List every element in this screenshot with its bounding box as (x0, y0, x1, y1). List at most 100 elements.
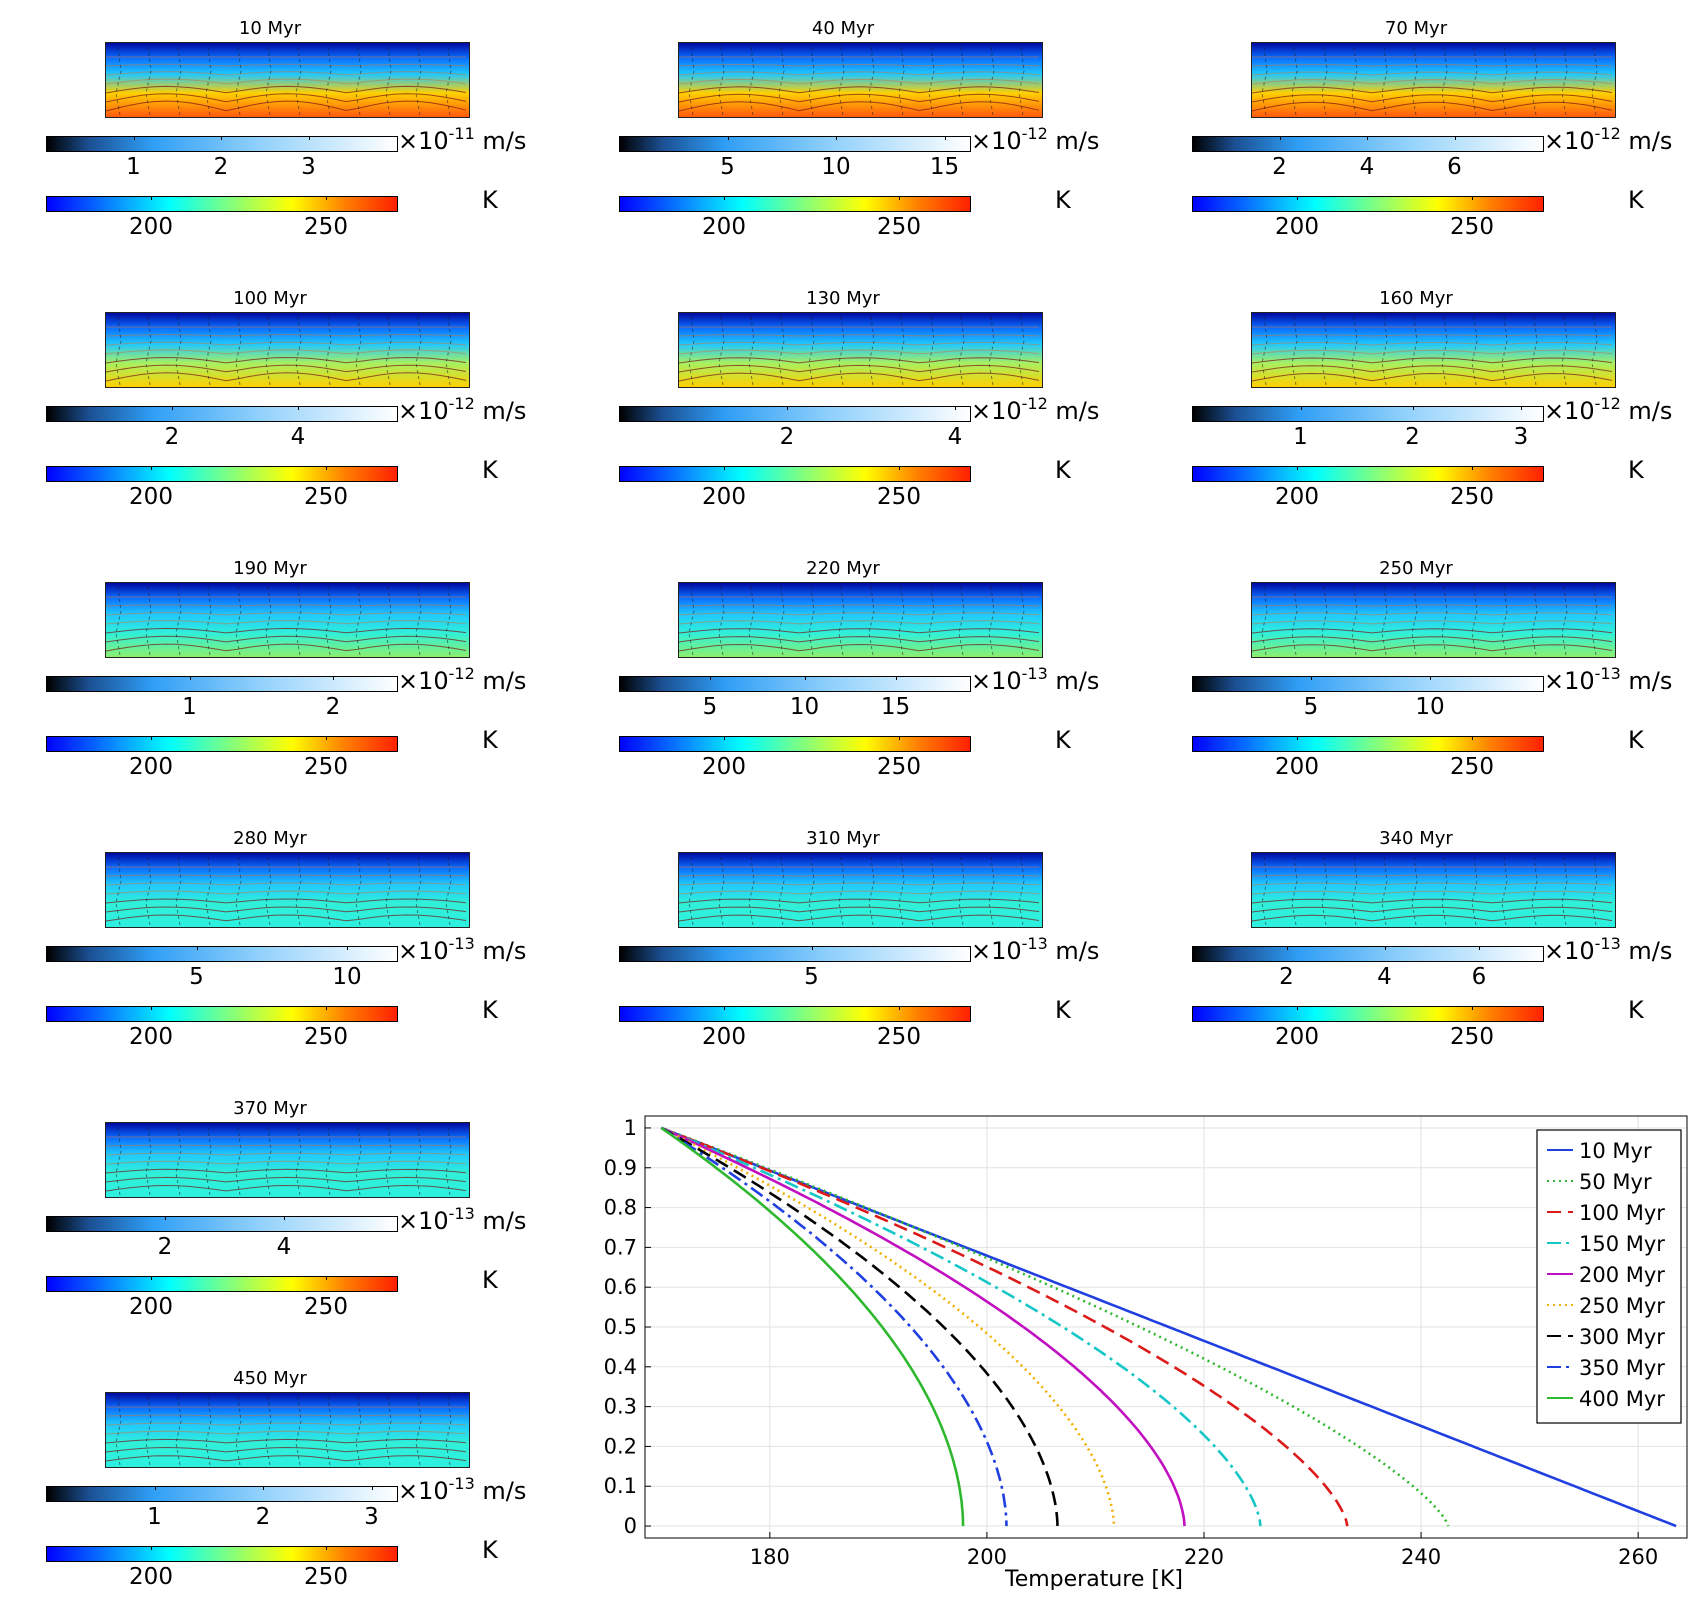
velocity-exponent: -13 (448, 934, 475, 953)
velocity-tick-label: 2 (1405, 424, 1420, 450)
temperature-tick-mark (151, 1546, 152, 1550)
temperature-field-map (105, 312, 470, 388)
series-line-300-myr (660, 1126, 1059, 1527)
velocity-arrow-line (295, 586, 302, 656)
panel-title: 310 Myr (806, 828, 880, 849)
y-tick-label: 0.7 (604, 1235, 637, 1259)
temperature-field-map (1251, 312, 1616, 388)
velocity-unit: ×10-12 m/s (971, 394, 1100, 425)
velocity-tick-mark (1279, 136, 1281, 140)
velocity-arrow-line (1411, 856, 1418, 926)
velocity-colorbar (46, 676, 398, 692)
temperature-tick-mark (326, 196, 327, 200)
y-tick-label: 0.9 (604, 1156, 637, 1180)
velocity-arrow-line (385, 1126, 392, 1196)
contour-line (106, 612, 467, 616)
velocity-arrow-line (115, 586, 122, 656)
velocity-arrow-line (415, 1126, 422, 1196)
temperature-tick-label: 200 (129, 754, 173, 780)
velocity-arrow-line (808, 316, 815, 386)
panel-12: 370 Myr 2 4 ×10-13 m/s 200 250 K (0, 1080, 560, 1340)
velocity-tick-label: 5 (1303, 694, 1319, 720)
velocity-arrow-line (1291, 316, 1298, 386)
contour-line (679, 78, 1040, 85)
velocity-tick-mark (1300, 406, 1302, 410)
velocity-arrow-line (325, 46, 332, 116)
velocity-unit: ×10-12 m/s (1544, 394, 1673, 425)
temperature-tick-label: 200 (129, 1024, 173, 1050)
temperature-unit: K (482, 1266, 498, 1294)
temperature-tick-label: 200 (1275, 754, 1319, 780)
velocity-arrow-line (958, 316, 965, 386)
temperature-tick-mark (326, 1546, 327, 1550)
contour-line (106, 1176, 467, 1183)
velocity-tick-label: 3 (1513, 424, 1529, 450)
velocity-tick-label: 4 (276, 1234, 292, 1260)
temperature-tick-mark (326, 1006, 327, 1010)
legend-label: 200 Myr (1579, 1263, 1665, 1287)
velocity-arrow-line (235, 856, 242, 926)
panel-0: 10 Myr 1 2 3 ×10-11 m/s 200 250 K (0, 0, 560, 260)
velocity-colorbar (46, 406, 398, 422)
panel-8: 250 Myr 5 10 ×10-13 m/s 200 250 K (1146, 540, 1706, 800)
velocity-exponent: -12 (448, 394, 475, 413)
panel-title: 340 Myr (1379, 828, 1453, 849)
velocity-arrow-line (1351, 316, 1358, 386)
panel-4: 130 Myr 2 4 ×10-12 m/s 200 250 K (573, 270, 1133, 530)
series-line-350-myr (660, 1126, 1008, 1527)
temperature-unit: K (1055, 456, 1071, 484)
velocity-arrow-line (1561, 586, 1568, 656)
contour-line (106, 643, 467, 652)
velocity-tick-mark (347, 946, 348, 950)
contour-line (1252, 890, 1613, 895)
velocity-arrow-line (145, 856, 152, 926)
temperature-tick-mark (151, 466, 152, 470)
temperature-tick-mark (1472, 1006, 1473, 1010)
velocity-arrow-line (778, 586, 785, 656)
velocity-unit: ×10-13 m/s (398, 1474, 527, 1505)
velocity-arrow-line (145, 46, 152, 116)
velocity-arrow-line (718, 586, 725, 656)
contour-line (1252, 94, 1613, 103)
velocity-arrow-line (718, 316, 725, 386)
velocity-tick-mark (154, 1486, 156, 1490)
velocity-colorbar (619, 136, 971, 152)
velocity-unit: ×10-13 m/s (398, 934, 527, 965)
velocity-tick-mark (189, 676, 191, 680)
temperature-tick-mark (1472, 736, 1473, 740)
velocity-arrow-line (748, 586, 755, 656)
panel-11: 340 Myr 2 4 6 ×10-13 m/s 200 250 K (1146, 810, 1706, 1070)
velocity-arrow-line (1531, 586, 1538, 656)
velocity-colorbar (619, 946, 971, 962)
velocity-tick-mark (1521, 406, 1522, 410)
temperature-colorbar (619, 736, 971, 752)
temperature-tick-mark (899, 736, 900, 740)
velocity-arrow-line (205, 856, 212, 926)
velocity-arrow-line (1501, 856, 1508, 926)
temperature-unit: K (1628, 456, 1644, 484)
velocity-arrow-line (1351, 856, 1358, 926)
velocity-unit: ×10-13 m/s (971, 934, 1100, 965)
contour-line (1252, 86, 1613, 94)
velocity-arrow-line (838, 586, 845, 656)
velocity-tick-mark (165, 1216, 166, 1220)
panel-7: 220 Myr 5 10 15 ×10-13 m/s 200 250 K (573, 540, 1133, 800)
y-tick-label: 0.8 (604, 1196, 637, 1220)
temperature-tick-mark (151, 196, 152, 200)
velocity-tick-mark (1311, 676, 1312, 680)
legend-label: 150 Myr (1579, 1232, 1665, 1256)
velocity-tick-label: 6 (1471, 964, 1487, 990)
velocity-tick-label: 6 (1447, 154, 1462, 180)
panel-10: 310 Myr 5 ×10-13 m/s 200 250 K (573, 810, 1133, 1070)
panel-6: 190 Myr 1 2 ×10-12 m/s 200 250 K (0, 540, 560, 800)
velocity-tick-mark (895, 676, 897, 680)
velocity-tick-label: 5 (804, 964, 819, 990)
velocity-arrow-line (1471, 586, 1478, 656)
temperature-tick-mark (1472, 196, 1473, 200)
contour-line (1252, 644, 1613, 652)
contour-line (1252, 63, 1613, 67)
contour-line (679, 906, 1040, 913)
velocity-arrow-line (748, 46, 755, 116)
velocity-tick-label: 2 (325, 694, 341, 720)
velocity-arrow-line (778, 316, 785, 386)
